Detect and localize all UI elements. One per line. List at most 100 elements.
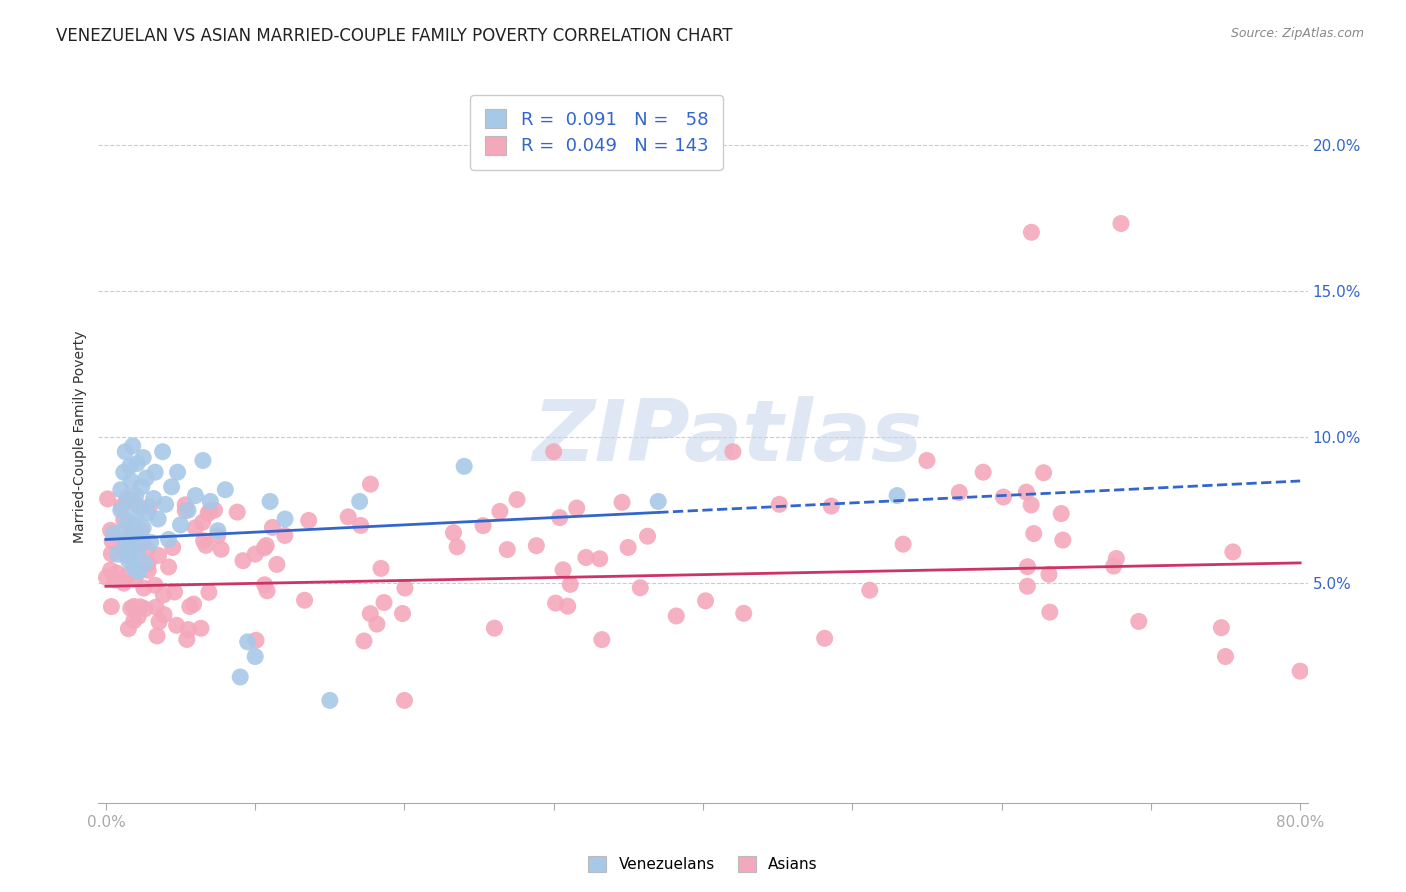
Point (124, 572, 146, 586)
Point (589, 551, 612, 566)
Point (446, 540, 468, 554)
Point (127, 536, 149, 550)
Point (125, 489, 148, 503)
Point (134, 601, 156, 615)
Point (733, 607, 755, 621)
Point (152, 588, 174, 602)
Point (166, 618, 188, 632)
Point (114, 444, 136, 458)
Point (127, 544, 149, 558)
Point (112, 576, 135, 591)
Point (229, 670, 252, 684)
Point (256, 583, 278, 598)
Point (472, 518, 495, 533)
Point (207, 529, 229, 543)
Point (191, 516, 214, 530)
Point (1017, 579, 1039, 593)
Point (1128, 615, 1150, 629)
Point (1019, 498, 1042, 512)
Point (103, 526, 125, 541)
Point (132, 535, 155, 549)
Point (610, 495, 633, 509)
Point (110, 500, 132, 514)
Point (560, 577, 582, 591)
Point (489, 504, 512, 518)
Point (915, 453, 938, 467)
Point (157, 560, 180, 574)
Point (628, 581, 651, 595)
Point (553, 563, 575, 577)
Point (1038, 567, 1060, 582)
Point (118, 533, 141, 547)
Point (163, 585, 186, 599)
Point (647, 494, 669, 508)
Text: Source: ZipAtlas.com: Source: ZipAtlas.com (1230, 27, 1364, 40)
Point (118, 459, 141, 474)
Point (121, 541, 143, 556)
Point (136, 563, 159, 577)
Point (122, 495, 145, 509)
Point (132, 581, 155, 595)
Point (496, 542, 519, 557)
Point (197, 507, 219, 521)
Point (637, 529, 659, 543)
Point (142, 491, 165, 506)
Point (115, 548, 138, 562)
Point (117, 622, 139, 636)
Point (162, 541, 184, 555)
Point (122, 599, 145, 614)
Point (1215, 649, 1237, 664)
Point (617, 541, 640, 555)
Point (886, 489, 908, 503)
Point (194, 538, 217, 552)
Point (243, 649, 266, 664)
Point (394, 693, 416, 707)
Point (266, 558, 288, 572)
Point (176, 632, 198, 647)
Point (453, 459, 475, 474)
Point (104, 573, 127, 587)
Point (259, 494, 281, 508)
Point (115, 491, 138, 505)
Point (118, 528, 141, 542)
Point (97, 491, 120, 506)
Point (117, 553, 139, 567)
Point (557, 599, 579, 614)
Point (120, 601, 142, 615)
Point (117, 567, 139, 582)
Point (591, 632, 613, 647)
Point (226, 505, 249, 519)
Point (274, 528, 297, 542)
Point (1211, 621, 1233, 635)
Point (139, 535, 162, 549)
Point (1050, 507, 1073, 521)
Point (373, 595, 395, 609)
Point (143, 578, 166, 592)
Point (184, 521, 207, 535)
Point (131, 480, 153, 494)
Point (204, 503, 226, 517)
Legend: R =  0.091   N =   58, R =  0.049   N = 143: R = 0.091 N = 58, R = 0.049 N = 143 (470, 95, 723, 169)
Point (1102, 559, 1125, 574)
Point (254, 539, 277, 553)
Point (121, 439, 143, 453)
Point (366, 617, 388, 632)
Point (198, 503, 221, 517)
Point (169, 517, 191, 532)
Point (1289, 664, 1312, 678)
Point (132, 521, 155, 535)
Point (565, 501, 588, 516)
Point (394, 581, 416, 595)
Point (138, 500, 160, 514)
Point (160, 480, 183, 494)
Point (177, 623, 200, 637)
Text: ZIPatlas: ZIPatlas (531, 395, 922, 479)
Point (859, 583, 882, 598)
Point (1052, 533, 1074, 547)
Point (136, 557, 159, 571)
Point (543, 444, 565, 458)
Point (143, 465, 166, 479)
Point (120, 474, 142, 488)
Point (122, 562, 145, 576)
Point (107, 547, 129, 561)
